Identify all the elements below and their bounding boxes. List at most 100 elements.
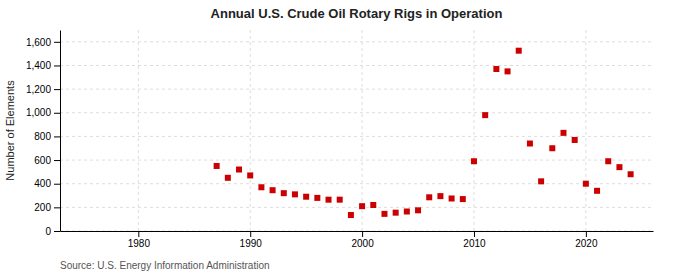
- point: [214, 163, 220, 169]
- y-grid-line: [60, 160, 653, 161]
- point: [560, 130, 566, 136]
- y-tick-mark: [54, 89, 60, 90]
- y-tick-label: 400: [34, 178, 51, 189]
- x-tick: 2010: [463, 231, 486, 249]
- y-tick: 0: [45, 226, 60, 237]
- x-grid-line: [362, 30, 363, 231]
- chart: 1980 1990 2000 2010 2020 0 200 400 600 800 1,000 1,…: [0, 0, 675, 275]
- point: [493, 66, 499, 72]
- point: [247, 172, 253, 178]
- point: [516, 48, 522, 54]
- point: [225, 175, 231, 181]
- x-tick-label: 2000: [351, 238, 374, 249]
- y-tick-mark: [54, 136, 60, 137]
- y-grid-line: [60, 183, 653, 184]
- y-axis: 0 200 400 600 800 1,000 1,200 1,400 1,600: [26, 31, 61, 237]
- x-tick: 2000: [351, 231, 374, 249]
- point: [594, 188, 600, 194]
- x-tick-label: 2010: [463, 238, 486, 249]
- point: [527, 141, 533, 147]
- point: [605, 158, 611, 164]
- y-grid-line: [60, 65, 653, 66]
- y-tick: 600: [34, 155, 60, 166]
- point: [281, 190, 287, 196]
- x-axis: 1980 1990 2000 2010 2020: [61, 231, 654, 249]
- y-tick-label: 0: [45, 226, 51, 237]
- y-tick-label: 1,200: [26, 84, 51, 95]
- y-tick-label: 800: [34, 131, 51, 142]
- y-tick: 1,200: [26, 84, 60, 95]
- point: [583, 181, 589, 187]
- point: [393, 210, 399, 216]
- y-tick-mark: [54, 160, 60, 161]
- y-grid-line: [60, 41, 653, 42]
- point: [314, 195, 320, 201]
- point: [258, 184, 264, 190]
- point: [437, 193, 443, 199]
- x-tick: 1990: [240, 231, 263, 249]
- point: [348, 212, 354, 218]
- point: [471, 158, 477, 164]
- points: [214, 48, 634, 218]
- y-tick-mark: [54, 42, 60, 43]
- x-grid-line: [585, 30, 586, 231]
- y-tick: 400: [34, 178, 60, 189]
- point: [549, 145, 555, 151]
- y-tick-label: 1,600: [26, 37, 51, 48]
- y-tick-mark: [54, 65, 60, 66]
- x-tick-mark: [474, 231, 475, 237]
- y-tick: 200: [34, 202, 60, 213]
- point: [482, 112, 488, 118]
- point: [370, 202, 376, 208]
- point: [449, 195, 455, 201]
- x-tick: 2020: [575, 231, 598, 249]
- y-tick-mark: [54, 207, 60, 208]
- y-tick-mark: [54, 184, 60, 185]
- y-tick: 800: [34, 131, 60, 142]
- y-grid-line: [60, 231, 653, 232]
- y-grid-line: [60, 112, 653, 113]
- point: [426, 194, 432, 200]
- y-tick: 1,000: [26, 107, 60, 118]
- y-axis-line: [60, 31, 61, 232]
- point: [270, 187, 276, 193]
- point: [505, 68, 511, 74]
- annotation: Source: U.S. Energy Information Administ…: [60, 260, 270, 271]
- x-tick-mark: [362, 231, 363, 237]
- x-grid-line: [250, 30, 251, 231]
- y-tick: 1,600: [26, 37, 60, 48]
- x-tick-mark: [250, 231, 251, 237]
- point: [460, 196, 466, 202]
- x-tick: 1980: [128, 231, 151, 249]
- y-tick-label: 1,000: [26, 107, 51, 118]
- x-tick-label: 1980: [128, 238, 151, 249]
- point: [538, 178, 544, 184]
- plot-area: 1980 1990 2000 2010 2020 0 200 400 600 800 1,000 1,…: [26, 30, 654, 249]
- y-tick: 1,400: [26, 60, 60, 71]
- y-tick-label: 600: [34, 155, 51, 166]
- point: [415, 207, 421, 213]
- point: [616, 164, 622, 170]
- grid: [60, 30, 653, 231]
- point: [292, 191, 298, 197]
- point: [303, 194, 309, 200]
- y-tick-mark: [54, 231, 60, 232]
- point: [381, 211, 387, 217]
- point: [326, 197, 332, 203]
- point: [404, 208, 410, 214]
- x-tick-mark: [138, 231, 139, 237]
- point: [337, 197, 343, 203]
- y-grid-line: [60, 89, 653, 90]
- y-tick-label: 1,400: [26, 60, 51, 71]
- y-tick-mark: [54, 113, 60, 114]
- x-grid-line: [138, 30, 139, 231]
- point: [359, 203, 365, 209]
- point: [628, 171, 634, 177]
- y-grid-line: [60, 207, 653, 208]
- x-grid-line: [473, 30, 474, 231]
- y-tick-label: 200: [34, 202, 51, 213]
- point: [236, 167, 242, 173]
- x-axis-line: [61, 231, 654, 232]
- x-tick-mark: [586, 231, 587, 237]
- x-tick-label: 2020: [575, 238, 598, 249]
